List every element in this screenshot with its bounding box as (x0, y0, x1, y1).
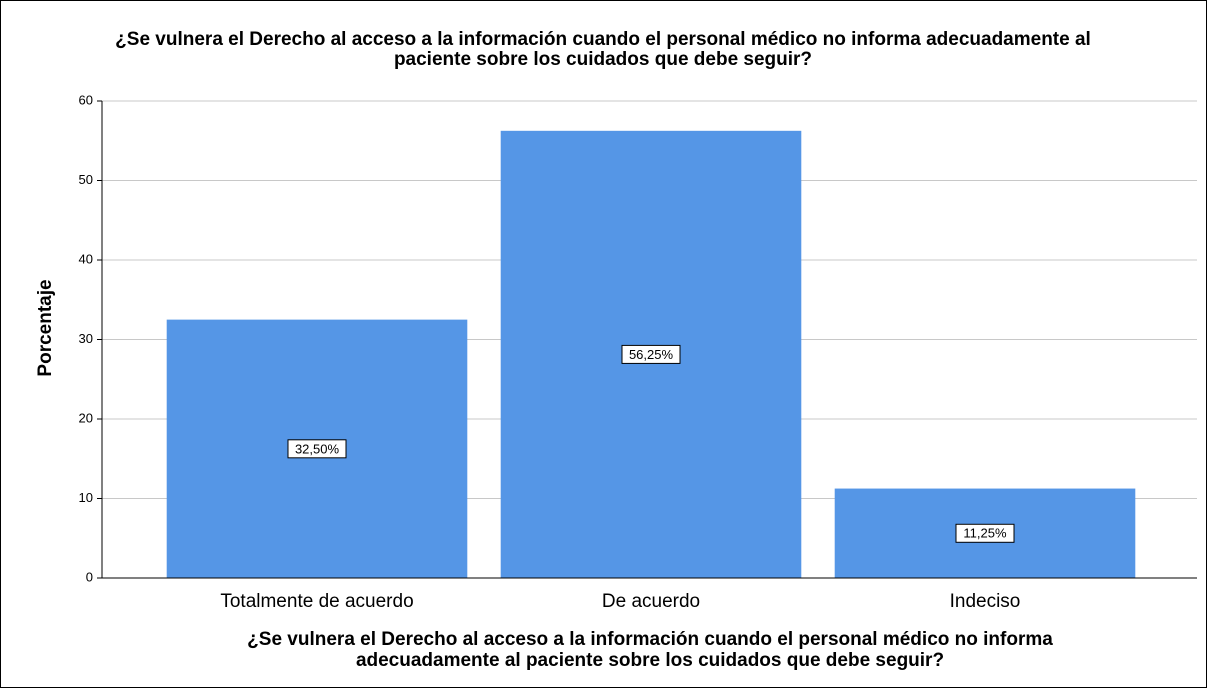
y-axis-title: Porcentaje (35, 279, 56, 376)
y-tick-label: 60 (79, 92, 93, 107)
y-tick-label: 10 (79, 490, 93, 505)
chart-title: paciente sobre los cuidados que debe seg… (394, 49, 812, 70)
value-label-box (621, 344, 681, 364)
value-label: 56,25% (629, 347, 674, 362)
y-tick-label: 30 (79, 331, 93, 346)
chart-title: ¿Se vulnera el Derecho al acceso a la in… (115, 29, 1091, 50)
y-tick-label: 40 (79, 251, 93, 266)
y-tick-label: 20 (79, 410, 93, 425)
x-tick-label: De acuerdo (602, 591, 700, 612)
value-label-box (955, 523, 1015, 543)
y-tick-label: 0 (86, 569, 93, 584)
value-label: 32,50% (295, 441, 340, 456)
x-axis-title: adecuadamente al paciente sobre los cuid… (356, 650, 944, 671)
value-label-box (287, 439, 347, 459)
x-tick-label: Totalmente de acuerdo (220, 591, 413, 612)
x-tick-label: Indeciso (950, 591, 1021, 612)
value-label: 11,25% (963, 526, 1007, 541)
x-axis-title: ¿Se vulnera el Derecho al acceso a la in… (247, 629, 1053, 650)
y-tick-label: 50 (79, 172, 93, 187)
